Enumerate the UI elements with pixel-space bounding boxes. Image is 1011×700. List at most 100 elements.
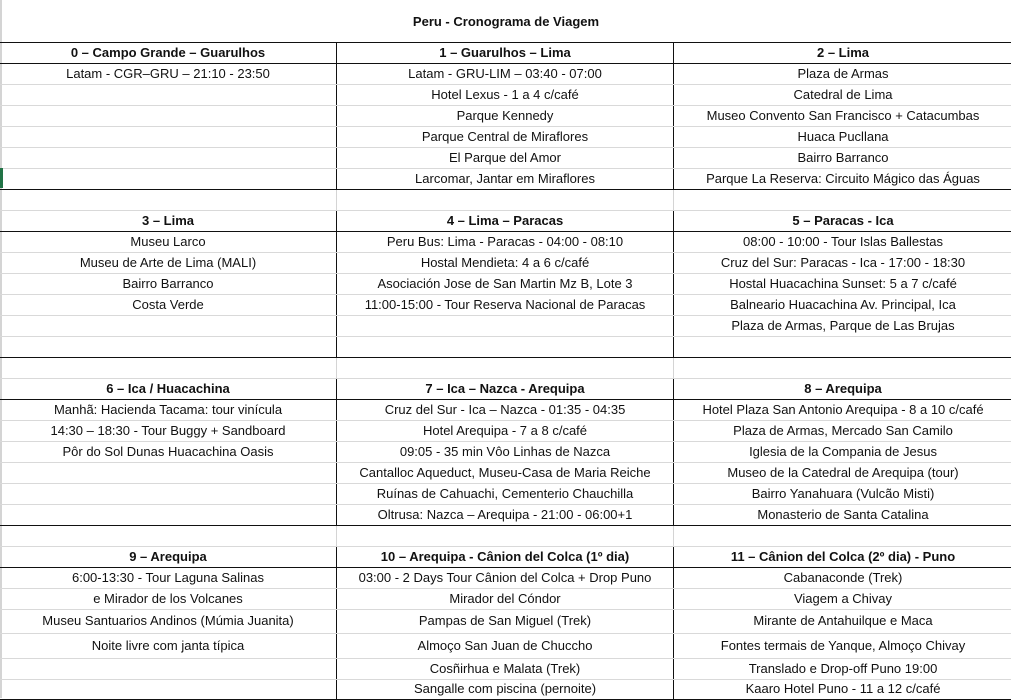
day-header[interactable]: 1 – Guarulhos – Lima: [337, 42, 674, 63]
activity-cell[interactable]: 03:00 - 2 Days Tour Cânion del Colca + D…: [337, 567, 674, 588]
activity-cell[interactable]: Parque La Reserva: Circuito Mágico das Á…: [674, 168, 1011, 189]
empty-cell[interactable]: [337, 357, 674, 378]
activity-cell[interactable]: [0, 168, 337, 189]
empty-cell[interactable]: [0, 189, 337, 210]
activity-cell[interactable]: Iglesia de la Compania de Jesus: [674, 441, 1011, 462]
activity-cell[interactable]: [0, 84, 337, 105]
activity-cell[interactable]: 6:00-13:30 - Tour Laguna Salinas: [0, 567, 337, 588]
activity-cell[interactable]: [0, 504, 337, 525]
activity-cell[interactable]: Hostal Huacachina Sunset: 5 a 7 c/café: [674, 273, 1011, 294]
activity-cell[interactable]: Manhã: Hacienda Tacama: tour vinícula: [0, 399, 337, 420]
activity-cell[interactable]: Museu de Arte de Lima (MALI): [0, 252, 337, 273]
activity-cell[interactable]: Viagem a Chivay: [674, 588, 1011, 609]
activity-cell[interactable]: [0, 462, 337, 483]
day-header[interactable]: 10 – Arequipa - Cânion del Colca (1º dia…: [337, 546, 674, 567]
activity-cell[interactable]: Plaza de Armas, Mercado San Camilo: [674, 420, 1011, 441]
activity-cell[interactable]: Hotel Plaza San Antonio Arequipa - 8 a 1…: [674, 399, 1011, 420]
activity-cell[interactable]: [0, 105, 337, 126]
activity-cell[interactable]: Mirador del Cóndor: [337, 588, 674, 609]
activity-cell[interactable]: Hotel Arequipa - 7 a 8 c/café: [337, 420, 674, 441]
activity-cell[interactable]: Sangalle com piscina (pernoite): [337, 679, 674, 699]
activity-cell[interactable]: [0, 679, 337, 699]
activity-cell[interactable]: Asociación Jose de San Martin Mz B, Lote…: [337, 273, 674, 294]
activity-cell[interactable]: Cabanaconde (Trek): [674, 567, 1011, 588]
activity-cell[interactable]: Parque Central de Miraflores: [337, 126, 674, 147]
activity-cell[interactable]: El Parque del Amor: [337, 147, 674, 168]
activity-cell[interactable]: Cosñirhua e Malata (Trek): [337, 658, 674, 679]
activity-cell[interactable]: Plaza de Armas, Parque de Las Brujas: [674, 315, 1011, 336]
activity-cell[interactable]: [0, 336, 337, 357]
day-header[interactable]: 11 – Cânion del Colca (2º dia) - Puno: [674, 546, 1011, 567]
activity-cell[interactable]: Huaca Pucllana: [674, 126, 1011, 147]
activity-cell[interactable]: Catedral de Lima: [674, 84, 1011, 105]
activity-cell[interactable]: Kaaro Hotel Puno - 11 a 12 c/café: [674, 679, 1011, 699]
activity-cell[interactable]: [0, 147, 337, 168]
day-header[interactable]: 6 – Ica / Huacachina: [0, 378, 337, 399]
activity-cell[interactable]: [0, 126, 337, 147]
activity-cell[interactable]: Bairro Barranco: [0, 273, 337, 294]
activity-cell[interactable]: Pôr do Sol Dunas Huacachina Oasis: [0, 441, 337, 462]
empty-cell[interactable]: [674, 189, 1011, 210]
empty-cell[interactable]: [337, 189, 674, 210]
activity-cell[interactable]: [0, 483, 337, 504]
activity-cell[interactable]: Bairro Yanahuara (Vulcão Misti): [674, 483, 1011, 504]
activity-cell[interactable]: Ruínas de Cahuachi, Cementerio Chauchill…: [337, 483, 674, 504]
activity-cell[interactable]: Peru Bus: Lima - Paracas - 04:00 - 08:10: [337, 231, 674, 252]
activity-cell[interactable]: Museo Convento San Francisco + Catacumba…: [674, 105, 1011, 126]
day-header[interactable]: 3 – Lima: [0, 210, 337, 231]
activity-cell[interactable]: Costa Verde: [0, 294, 337, 315]
activity-cell[interactable]: Museo de la Catedral de Arequipa (tour): [674, 462, 1011, 483]
activity-cell[interactable]: Larcomar, Jantar em Miraflores: [337, 168, 674, 189]
activity-cell[interactable]: Museu Larco: [0, 231, 337, 252]
activity-cell[interactable]: Balneario Huacachina Av. Principal, Ica: [674, 294, 1011, 315]
empty-cell[interactable]: [0, 525, 337, 546]
activity-cell[interactable]: Monasterio de Santa Catalina: [674, 504, 1011, 525]
day-header[interactable]: 2 – Lima: [674, 42, 1011, 63]
activity-cell[interactable]: Pampas de San Miguel (Trek): [337, 609, 674, 633]
activity-cell[interactable]: Latam - CGR–GRU – 21:10 - 23:50: [0, 63, 337, 84]
activity-cell[interactable]: Oltrusa: Nazca – Arequipa - 21:00 - 06:0…: [337, 504, 674, 525]
activity-cell[interactable]: Almoço San Juan de Chuccho: [337, 633, 674, 658]
activity-cell[interactable]: [674, 336, 1011, 357]
blank-row: [0, 525, 1011, 546]
empty-cell[interactable]: [674, 525, 1011, 546]
activity-cell[interactable]: Bairro Barranco: [674, 147, 1011, 168]
activity-cell[interactable]: [337, 315, 674, 336]
empty-cell[interactable]: [337, 525, 674, 546]
activity-cell[interactable]: Hostal Mendieta: 4 a 6 c/café: [337, 252, 674, 273]
day-header[interactable]: 9 – Arequipa: [0, 546, 337, 567]
activity-cell[interactable]: Hotel Lexus - 1 a 4 c/café: [337, 84, 674, 105]
activity-cell[interactable]: Translado e Drop-off Puno 19:00: [674, 658, 1011, 679]
activity-cell[interactable]: Mirante de Antahuilque e Maca: [674, 609, 1011, 633]
activity-cell[interactable]: [0, 658, 337, 679]
activity-cell[interactable]: [337, 336, 674, 357]
activity-cell[interactable]: Museu Santuarios Andinos (Múmia Juanita): [0, 609, 337, 633]
activity-row: Oltrusa: Nazca – Arequipa - 21:00 - 06:0…: [0, 504, 1011, 525]
activity-cell[interactable]: 14:30 – 18:30 - Tour Buggy + Sandboard: [0, 420, 337, 441]
activity-cell[interactable]: Latam - GRU-LIM – 03:40 - 07:00: [337, 63, 674, 84]
activity-cell[interactable]: 09:05 - 35 min Vôo Linhas de Nazca: [337, 441, 674, 462]
day-header[interactable]: 4 – Lima – Paracas: [337, 210, 674, 231]
activity-cell[interactable]: Cruz del Sur: Paracas - Ica - 17:00 - 18…: [674, 252, 1011, 273]
activity-cell[interactable]: 08:00 - 10:00 - Tour Islas Ballestas: [674, 231, 1011, 252]
empty-cell[interactable]: [674, 357, 1011, 378]
activity-cell[interactable]: Parque Kennedy: [337, 105, 674, 126]
activity-cell[interactable]: Cantalloc Aqueduct, Museu-Casa de Maria …: [337, 462, 674, 483]
activity-cell[interactable]: e Mirador de los Volcanes: [0, 588, 337, 609]
activity-cell[interactable]: Plaza de Armas: [674, 63, 1011, 84]
activity-cell[interactable]: 11:00-15:00 - Tour Reserva Nacional de P…: [337, 294, 674, 315]
day-header[interactable]: 8 – Arequipa: [674, 378, 1011, 399]
activity-cell[interactable]: Cruz del Sur - Ica – Nazca - 01:35 - 04:…: [337, 399, 674, 420]
activity-cell[interactable]: Fontes termais de Yanque, Almoço Chivay: [674, 633, 1011, 658]
activity-cell[interactable]: [0, 315, 337, 336]
sheet-title[interactable]: Peru - Cronograma de Viagem: [0, 0, 1011, 42]
empty-cell[interactable]: [0, 357, 337, 378]
day-header[interactable]: 7 – Ica – Nazca - Arequipa: [337, 378, 674, 399]
day-header[interactable]: 5 – Paracas - Ica: [674, 210, 1011, 231]
day-header[interactable]: 0 – Campo Grande – Guarulhos: [0, 42, 337, 63]
activity-cell[interactable]: Noite livre com janta típica: [0, 633, 337, 658]
